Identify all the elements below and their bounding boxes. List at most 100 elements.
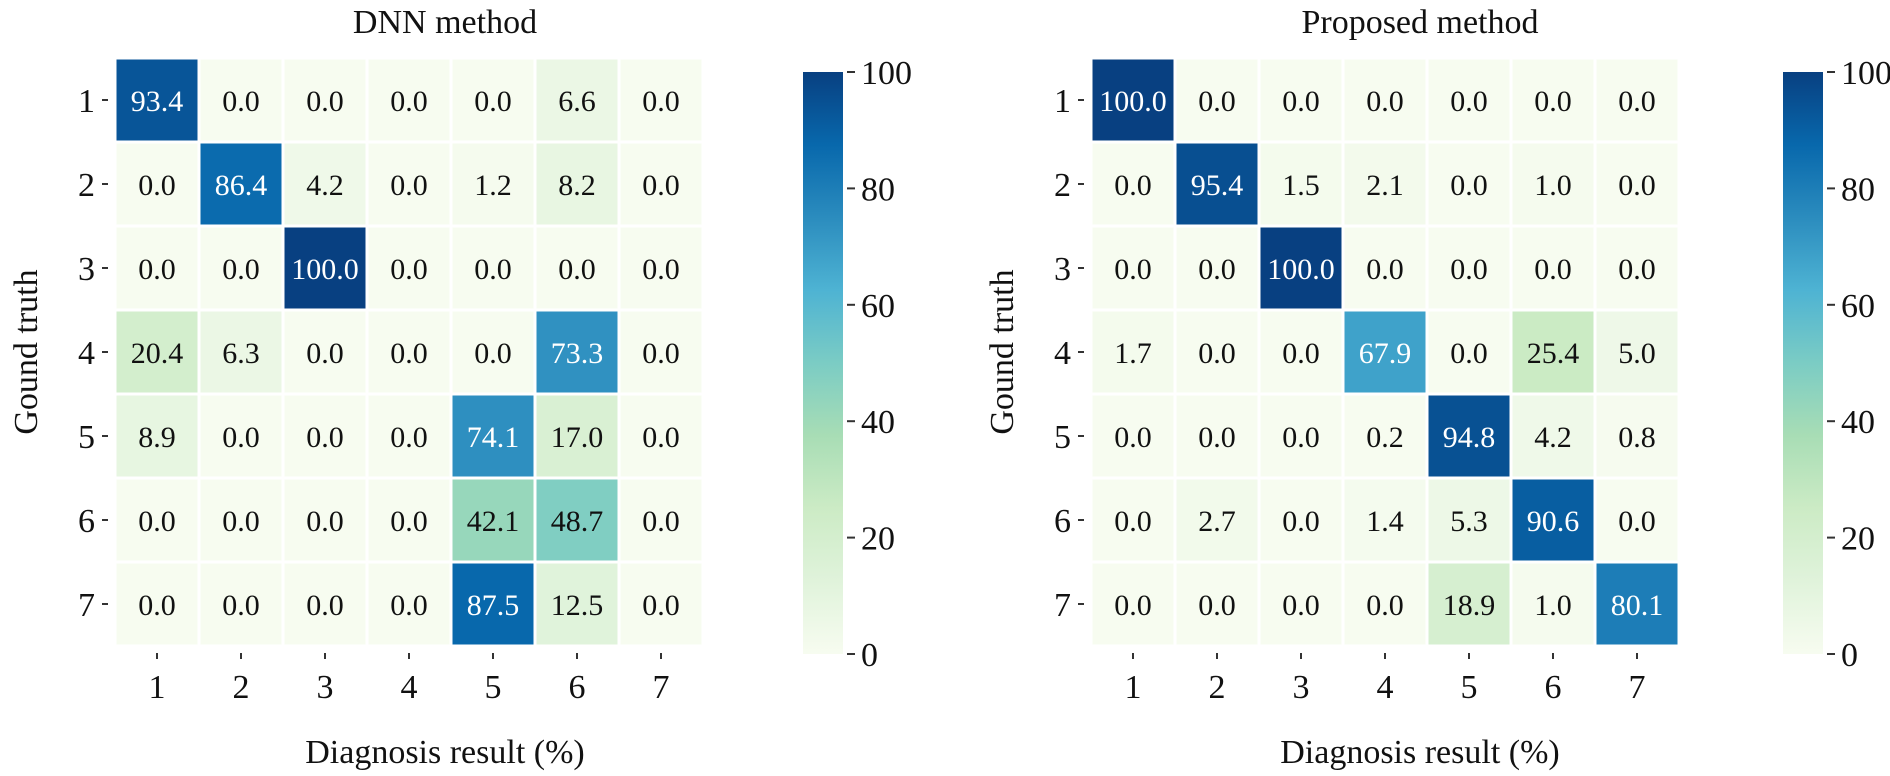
cell-value-label: 0.0 — [1450, 169, 1488, 202]
cell-value-label: 0.0 — [222, 253, 260, 286]
heatmap-cell — [1092, 479, 1174, 561]
cell-value-label: 2.1 — [1366, 169, 1404, 202]
colorbar-tick-label: 40 — [861, 404, 895, 441]
cell-value-label: 94.8 — [1443, 421, 1496, 454]
cell-value-label: 73.3 — [551, 337, 604, 370]
cell-value-label: 0.0 — [474, 85, 512, 118]
y-tick-label: 2 — [1054, 167, 1071, 204]
y-tick-label: 1 — [1054, 83, 1071, 120]
cell-value-label: 17.0 — [551, 421, 604, 454]
cell-value-label: 5.0 — [1618, 337, 1656, 370]
cell-value-label: 0.0 — [642, 253, 680, 286]
heatmap-cell — [1428, 227, 1510, 309]
x-tick-label: 6 — [569, 669, 586, 706]
heatmap-cell — [200, 395, 282, 477]
heatmap-cell — [620, 479, 702, 561]
heatmap-cell — [1596, 143, 1678, 225]
y-tick-label: 7 — [1054, 587, 1071, 624]
heatmap-cell — [1428, 311, 1510, 393]
heatmap-cell — [1176, 395, 1258, 477]
heatmap-cell — [620, 395, 702, 477]
heatmap-cell — [116, 479, 198, 561]
cell-value-label: 0.0 — [390, 337, 428, 370]
cell-value-label: 0.0 — [1282, 505, 1320, 538]
heatmap-cell — [1512, 479, 1594, 561]
cell-value-label: 1.2 — [474, 169, 512, 202]
heatmap-cell — [284, 311, 366, 393]
cell-value-label: 1.0 — [1534, 589, 1572, 622]
heatmap-cell — [116, 311, 198, 393]
heatmap-cell — [536, 311, 618, 393]
cell-value-label: 0.0 — [1282, 85, 1320, 118]
cell-value-label: 0.0 — [1282, 589, 1320, 622]
cell-value-label: 25.4 — [1527, 337, 1580, 370]
x-tick-label: 1 — [149, 669, 166, 706]
cell-value-label: 8.9 — [138, 421, 176, 454]
heatmap-cell — [536, 479, 618, 561]
heatmap-cell — [1176, 479, 1258, 561]
colorbar-tick-label: 20 — [861, 521, 895, 558]
heatmap-cell — [620, 311, 702, 393]
heatmap-cell — [620, 143, 702, 225]
cell-value-label: 0.0 — [642, 589, 680, 622]
y-tick-label: 4 — [78, 335, 95, 372]
y-tick-label: 6 — [78, 503, 95, 540]
colorbar-tick-label: 0 — [1841, 637, 1858, 674]
cell-value-label: 8.2 — [558, 169, 596, 202]
cell-value-label: 2.7 — [1198, 505, 1236, 538]
heatmap-cell — [1344, 563, 1426, 645]
cell-value-label: 0.0 — [1618, 169, 1656, 202]
heatmap-cell — [1344, 395, 1426, 477]
cell-value-label: 0.0 — [1198, 589, 1236, 622]
cell-value-label: 1.7 — [1114, 337, 1152, 370]
heatmap-cell — [1344, 311, 1426, 393]
heatmap-cell — [452, 311, 534, 393]
cell-value-label: 0.0 — [1450, 253, 1488, 286]
cell-value-label: 0.0 — [306, 85, 344, 118]
heatmap-cell — [1512, 227, 1594, 309]
cell-value-label: 74.1 — [467, 421, 520, 454]
cell-value-label: 0.0 — [1618, 505, 1656, 538]
cell-value-label: 0.0 — [474, 253, 512, 286]
heatmap-cell — [1512, 311, 1594, 393]
cell-value-label: 48.7 — [551, 505, 604, 538]
cell-value-label: 0.0 — [390, 421, 428, 454]
heatmap-cell — [1512, 563, 1594, 645]
cell-value-label: 0.0 — [1534, 85, 1572, 118]
heatmap-cell — [200, 479, 282, 561]
y-tick-label: 3 — [1054, 251, 1071, 288]
heatmap-cell — [452, 395, 534, 477]
colorbar-tick-label: 80 — [1841, 171, 1875, 208]
colorbar-tick-label: 40 — [1841, 404, 1875, 441]
cell-value-label: 0.0 — [558, 253, 596, 286]
cell-value-label: 0.0 — [642, 337, 680, 370]
colorbar-tick-label: 80 — [861, 171, 895, 208]
heatmap-cell — [1092, 311, 1174, 393]
heatmap-cell — [1428, 59, 1510, 141]
heatmap-cell — [284, 479, 366, 561]
cell-value-label: 80.1 — [1611, 589, 1664, 622]
cell-value-label: 4.2 — [1534, 421, 1572, 454]
cell-value-label: 0.0 — [1114, 505, 1152, 538]
x-tick-label: 1 — [1125, 669, 1142, 706]
cell-value-label: 0.0 — [306, 589, 344, 622]
cell-value-label: 90.6 — [1527, 505, 1580, 538]
heatmap-cell — [1092, 227, 1174, 309]
heatmap-cell — [368, 311, 450, 393]
cell-value-label: 0.0 — [474, 337, 512, 370]
heatmap-cell — [1176, 563, 1258, 645]
heatmap-cell — [1260, 59, 1342, 141]
cell-value-label: 0.0 — [1450, 337, 1488, 370]
cell-value-label: 0.0 — [306, 505, 344, 538]
cell-value-label: 12.5 — [551, 589, 604, 622]
cell-value-label: 0.0 — [390, 169, 428, 202]
heatmap-cell — [452, 143, 534, 225]
colorbar — [1783, 72, 1823, 654]
cell-value-label: 1.4 — [1366, 505, 1404, 538]
cell-value-label: 67.9 — [1359, 337, 1412, 370]
y-axis-label: Gound truth — [8, 269, 45, 434]
heatmap-cell — [200, 227, 282, 309]
cell-value-label: 0.0 — [1618, 253, 1656, 286]
cell-value-label: 0.2 — [1366, 421, 1404, 454]
heatmap-cell — [1092, 59, 1174, 141]
